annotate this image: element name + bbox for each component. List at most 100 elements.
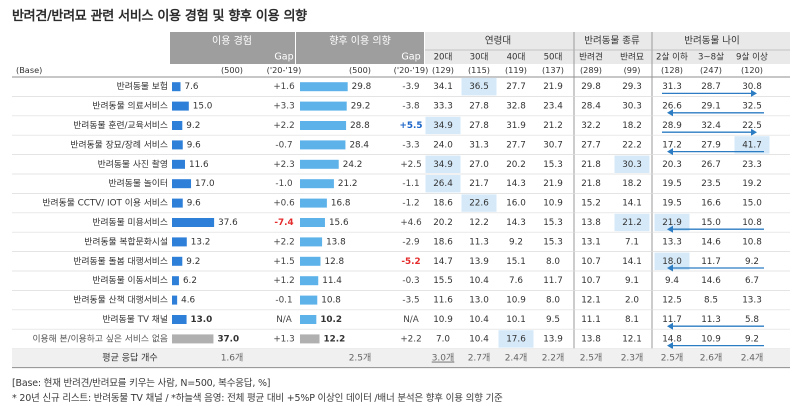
value-future-intent: 13.8	[326, 237, 346, 247]
cell-a40: 10.1	[506, 315, 526, 325]
cell-a40: 27.7	[506, 140, 526, 150]
gap-usage-exp: -7.4	[274, 218, 293, 228]
cell-a20: 18.6	[433, 237, 453, 247]
value-future-intent: 12.8	[324, 257, 344, 267]
cell-a20: 15.5	[433, 276, 453, 286]
cell-dog: 29.8	[581, 82, 601, 92]
value-usage-exp: 7.6	[185, 82, 199, 92]
cell-dog: 21.8	[581, 160, 601, 170]
cell-p9: 19.2	[742, 179, 762, 189]
cell-a20: 10.9	[433, 315, 453, 325]
cell-dog: 10.7	[581, 276, 601, 286]
gap-usage-exp: +1.6	[273, 82, 295, 92]
cell-a30: 31.3	[469, 140, 489, 150]
cell-p38: 29.1	[701, 102, 721, 112]
cell-cat: 21.2	[622, 218, 642, 228]
value-future-intent: 28.8	[350, 121, 370, 131]
base-cat: (99)	[624, 65, 641, 75]
header-pet-age: 반려동물 나이	[684, 35, 739, 47]
bar-future-intent	[300, 179, 334, 189]
base-p38: (247)	[700, 65, 722, 75]
bar-future-intent	[300, 237, 323, 247]
bar-future-intent	[300, 159, 339, 169]
cell-a20: 20.2	[433, 218, 453, 228]
gap-future-intent: -5.2	[401, 257, 420, 267]
value-future-intent: 29.8	[352, 82, 372, 92]
average-cell-a40: 2.4개	[505, 353, 528, 364]
base-a20: (129)	[432, 65, 454, 75]
cell-a20: 26.4	[433, 179, 453, 189]
col-header-a30: 30대	[470, 52, 489, 63]
gap-future-intent: N/A	[403, 315, 419, 325]
cell-p2: 12.5	[662, 296, 682, 306]
trend-arrow-head	[667, 322, 673, 330]
highlight-cell	[614, 213, 650, 232]
cell-cat: 8.1	[625, 315, 639, 325]
cell-a30: 36.5	[469, 82, 489, 92]
cell-cat: 29.3	[622, 82, 642, 92]
value-usage-exp: 9.6	[187, 140, 201, 150]
gap-future-intent: -3.8	[402, 102, 419, 112]
cell-a40: 7.6	[509, 276, 523, 286]
gap-future-intent: -0.3	[402, 276, 419, 286]
cell-a30: 27.8	[469, 121, 489, 131]
cell-dog: 13.8	[581, 334, 601, 344]
bar-usage-exp	[172, 179, 192, 189]
cell-a30: 10.4	[469, 315, 489, 325]
cell-a40: 32.8	[506, 102, 526, 112]
col-header-cat: 반려묘	[620, 51, 644, 63]
bar-future-intent	[300, 256, 321, 266]
cell-p2: 26.6	[662, 102, 682, 112]
bar-future-intent	[300, 276, 319, 286]
row-label: 반려동물 훈련/교육서비스	[73, 119, 168, 131]
cell-dog: 10.7	[581, 257, 601, 267]
cell-p2: 9.4	[665, 276, 679, 286]
highlight-cell	[654, 252, 690, 270]
gap-usage-exp: +1.3	[273, 334, 294, 344]
average-cell-p9: 2.4개	[741, 353, 764, 364]
gap-usage-exp: +2.2	[273, 121, 294, 131]
cell-a30: 10.4	[469, 334, 489, 344]
cell-p2: 11.7	[662, 315, 682, 325]
row-label: 반려동물 CCTV/ IOT 이용 서비스	[42, 197, 168, 209]
value-future-intent: 10.8	[321, 296, 341, 306]
cell-p38: 11.7	[701, 257, 721, 267]
highlight-cell	[734, 136, 770, 154]
row-label: 이용해 본/이용하고 싶은 서비스 없음	[32, 333, 168, 344]
header-age: 연령대	[485, 35, 511, 47]
row-label: 반려동물 사진 촬영	[98, 158, 168, 170]
cell-p38: 16.6	[701, 199, 721, 209]
cell-p2: 20.3	[662, 160, 682, 170]
cell-dog: 15.2	[581, 199, 601, 209]
bar-future-intent	[300, 82, 348, 92]
row-label: 반려동물 장묘/장례 서비스	[70, 138, 168, 150]
cell-a40: 14.3	[506, 179, 526, 189]
header-gap-usage: Gap	[274, 52, 293, 63]
highlight-cell	[654, 213, 690, 232]
cell-a50: 13.9	[543, 334, 563, 344]
cell-a50: 21.2	[543, 121, 563, 131]
cell-p2: 21.9	[662, 218, 682, 228]
cell-a40: 10.9	[506, 296, 526, 306]
cell-p38: 8.5	[704, 296, 718, 306]
cell-p9: 9.2	[745, 257, 759, 267]
gap-future-intent: -3.9	[402, 82, 419, 92]
average-usage-exp: 1.6개	[221, 353, 244, 364]
cell-a50: 23.4	[543, 102, 563, 112]
gap-usage-exp: -0.1	[275, 296, 292, 306]
col-header-p2: 2살 이하	[656, 52, 688, 63]
cell-p9: 23.3	[742, 160, 762, 170]
value-usage-exp: 13.0	[191, 315, 213, 325]
header-future-intent: 향후 이용 의향	[329, 35, 391, 47]
bar-future-intent	[300, 140, 346, 150]
cell-cat: 12.1	[622, 334, 642, 344]
base-label: (Base)	[16, 65, 42, 75]
cell-a50: 11.7	[543, 276, 563, 286]
row-label: 반려동물 놀이터	[109, 177, 168, 189]
bar-future-intent	[300, 218, 325, 227]
gap-usage-exp: +3.3	[273, 102, 294, 112]
value-usage-exp: 13.2	[191, 237, 211, 247]
cell-a20: 14.7	[433, 257, 453, 267]
cell-p2: 19.5	[662, 179, 682, 189]
average-row-bg	[12, 348, 790, 368]
